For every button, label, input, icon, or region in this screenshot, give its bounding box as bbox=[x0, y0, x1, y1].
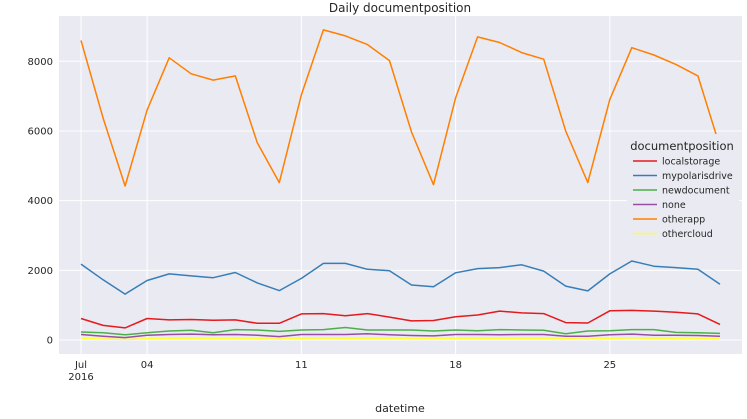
series-lines bbox=[80, 29, 721, 341]
x-tick-label-3: 18 bbox=[449, 360, 462, 371]
legend-items: localstorage mypolarisdrive newdocument non… bbox=[633, 157, 733, 240]
series-line-localstorage bbox=[80, 309, 721, 329]
legend-label-mypolarisdrive: mypolarisdrive bbox=[662, 171, 733, 182]
y-tick-label-0: 0 bbox=[47, 336, 53, 347]
series-line-mypolarisdrive bbox=[80, 260, 721, 295]
series-line-othercloud bbox=[80, 337, 720, 341]
grid bbox=[59, 16, 742, 354]
series-line-none bbox=[80, 333, 721, 339]
x-axis-label: datetime bbox=[375, 402, 425, 415]
legend-label-newdocument: newdocument bbox=[662, 186, 730, 197]
chart-title: Daily documentposition bbox=[329, 1, 471, 15]
legend: documentposition localstorage mypolarisdr… bbox=[627, 134, 739, 240]
legend-label-none: none bbox=[662, 200, 686, 211]
legend-label-otherapp: otherapp bbox=[662, 215, 705, 226]
legend-label-othercloud: othercloud bbox=[662, 229, 713, 240]
legend-title: documentposition bbox=[630, 139, 734, 153]
y-tick-label-2: 4000 bbox=[28, 196, 53, 207]
x-tick-label-0: Jul bbox=[74, 360, 87, 371]
y-tick-label-4: 8000 bbox=[28, 57, 53, 68]
y-ticks: 0 2000 4000 6000 8000 bbox=[28, 57, 53, 347]
legend-box bbox=[627, 134, 739, 240]
y-tick-label-3: 6000 bbox=[28, 126, 53, 137]
x-tick-sublabel-0: 2016 bbox=[68, 372, 93, 383]
legend-label-localstorage: localstorage bbox=[662, 157, 720, 168]
x-tick-label-2: 11 bbox=[295, 360, 308, 371]
series-line-newdocument bbox=[80, 326, 721, 336]
series-line-otherapp bbox=[80, 29, 721, 187]
x-tick-label-1: 04 bbox=[141, 360, 154, 371]
x-tick-label-4: 25 bbox=[603, 360, 616, 371]
y-tick-label-1: 2000 bbox=[28, 266, 53, 277]
